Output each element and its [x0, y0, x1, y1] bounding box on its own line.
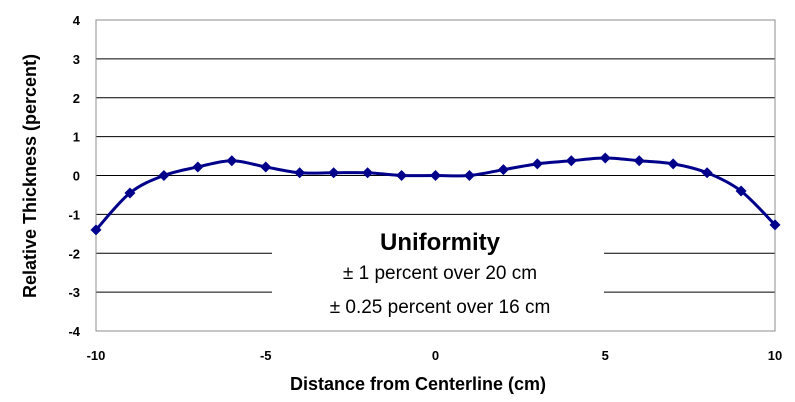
data-point	[463, 170, 475, 181]
x-tick-label: 0	[432, 348, 439, 363]
data-point	[396, 170, 408, 181]
y-tick-label: 1	[73, 130, 80, 145]
data-point	[769, 219, 781, 231]
grid-lines	[96, 58, 775, 293]
annotation-title: Uniformity	[380, 229, 501, 256]
x-tick-label: 10	[768, 348, 782, 363]
data-point	[497, 164, 509, 176]
data-point	[90, 224, 102, 236]
data-point	[599, 152, 611, 164]
data-point	[633, 155, 645, 167]
plot-area-border	[95, 19, 776, 332]
y-tick-label: 4	[73, 13, 81, 28]
data-point	[260, 161, 272, 173]
data-point	[362, 167, 374, 179]
y-tick-label: 0	[73, 169, 80, 184]
y-tick-labels: -4 -3 -2 -1 0 1 2 3 4	[68, 13, 80, 339]
data-point	[735, 185, 747, 197]
data-point	[328, 167, 340, 179]
y-tick-label: -4	[68, 324, 80, 339]
y-tick-label: 2	[73, 91, 80, 106]
x-tick-labels: -10 -5 0 5 10	[87, 348, 783, 363]
annotation-background	[272, 220, 604, 330]
y-axis-title: Relative Thickness (percent)	[20, 54, 40, 298]
data-point	[158, 170, 170, 181]
data-point	[701, 167, 713, 179]
annotation-line-1: ± 1 percent over 20 cm	[343, 263, 537, 284]
data-point	[531, 158, 543, 170]
x-tick-label: -10	[87, 348, 106, 363]
y-tick-label: -1	[68, 207, 80, 222]
data-point	[192, 161, 204, 173]
series-group	[90, 152, 781, 236]
x-tick-label: -5	[260, 348, 272, 363]
data-point	[226, 155, 238, 167]
x-axis-title: Distance from Centerline (cm)	[290, 374, 546, 394]
y-tick-label: -3	[68, 285, 80, 300]
x-tick-label: 5	[602, 348, 609, 363]
y-tick-label: 3	[73, 52, 80, 67]
data-point	[667, 158, 679, 170]
annotation-box: Uniformity ± 1 percent over 20 cm ± 0.25…	[272, 220, 604, 330]
data-point	[430, 170, 441, 181]
annotation-line-2: ± 0.25 percent over 16 cm	[330, 297, 551, 318]
data-point	[294, 167, 306, 179]
data-point	[124, 187, 136, 199]
y-tick-label: -2	[68, 246, 80, 261]
data-point	[565, 155, 577, 167]
